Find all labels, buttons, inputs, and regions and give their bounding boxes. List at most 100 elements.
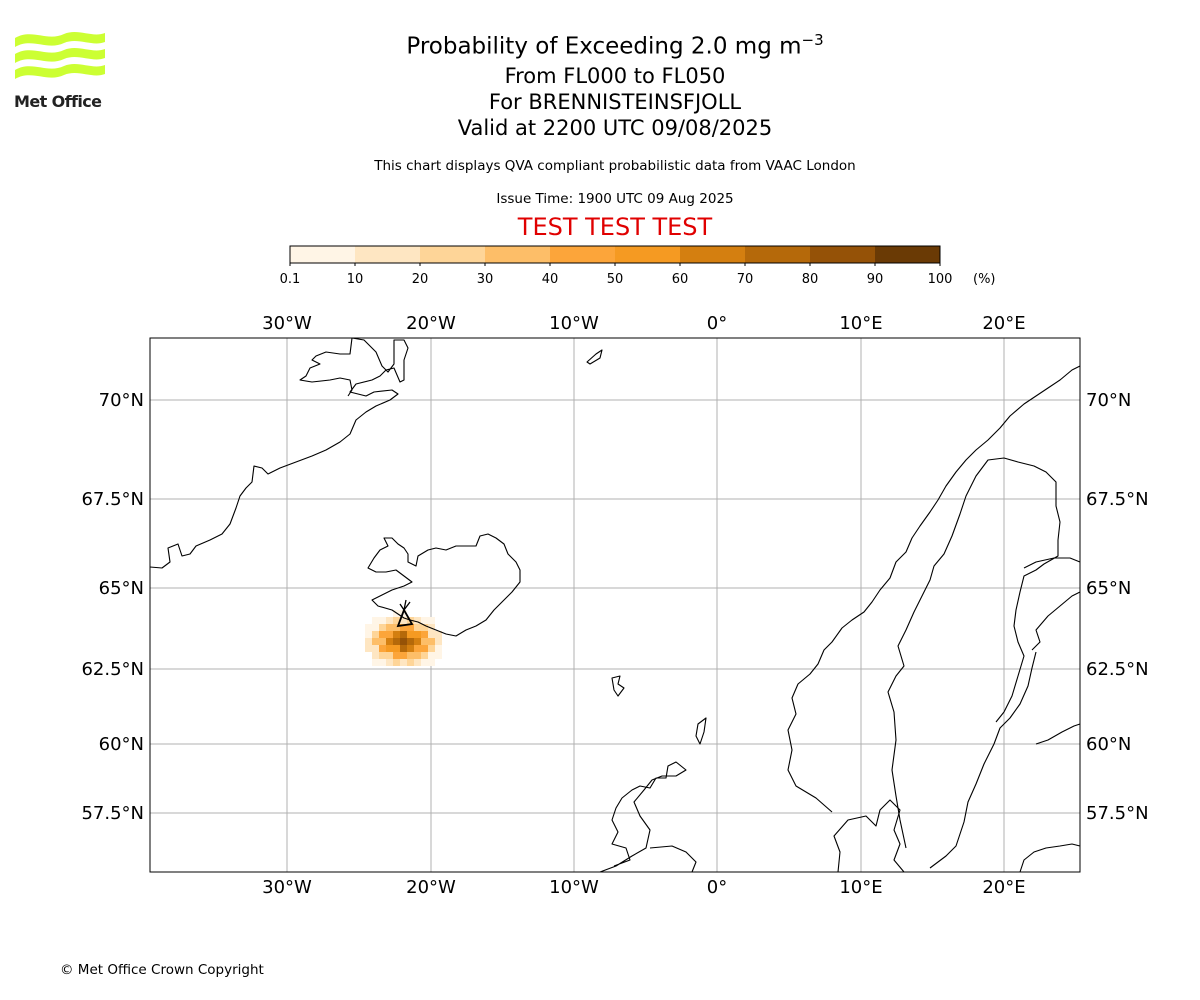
iceland-coast [367, 533, 521, 637]
probability-cell [414, 617, 421, 624]
lat-label-right: 60°N [1086, 734, 1131, 755]
probability-cell [393, 652, 400, 659]
probability-cell [428, 659, 435, 666]
shetland-coast [695, 717, 707, 745]
probability-cell [400, 659, 407, 666]
lon-label-bottom: 30°W [262, 877, 312, 898]
logo-text: Met Office [14, 92, 102, 111]
probability-cell [400, 638, 407, 645]
colorbar-segment [615, 246, 681, 263]
volcano-name: For BRENNISTEINSFJOLL [488, 89, 742, 114]
triangle-icon [396, 607, 414, 628]
colorbar-tick-label: 0.1 [280, 272, 301, 287]
finland-lake-border [1023, 557, 1081, 569]
faroe-islands-coast [611, 675, 625, 697]
lon-label-top: 20°E [982, 313, 1025, 334]
lat-label-right: 62.5°N [1086, 659, 1149, 680]
probability-cell [386, 631, 393, 638]
probability-cell [379, 631, 386, 638]
probability-cell [379, 638, 386, 645]
probability-cell [421, 624, 428, 631]
colorbar-tick-label: 10 [347, 272, 364, 287]
probability-cell [372, 659, 379, 666]
probability-cell [372, 638, 379, 645]
met-office-logo-icon [15, 32, 105, 79]
probability-cell [393, 638, 400, 645]
map: 30°W 30°W 20°W 20°W 10°W 10°W 0° 0° 10°E 10°E 20°E… [81, 313, 1149, 898]
probability-cell [421, 645, 428, 652]
chart-title: Probability of Exceeding 2.0 mg m−3 [406, 31, 824, 60]
probability-cell [386, 624, 393, 631]
probability-cell [414, 631, 421, 638]
probability-cell [400, 624, 407, 631]
probability-cell [393, 631, 400, 638]
colorbar-segment [485, 246, 551, 263]
probability-cell [428, 638, 435, 645]
probability-cell [400, 631, 407, 638]
probability-cell [393, 617, 400, 624]
probability-cell [365, 631, 372, 638]
probability-cell [414, 624, 421, 631]
valid-time: Valid at 2200 UTC 09/08/2025 [457, 115, 773, 140]
probability-cell [400, 617, 407, 624]
probability-cell [379, 659, 386, 666]
colorbar-unit: (%) [973, 272, 996, 287]
probability-cell [421, 638, 428, 645]
probability-cell [386, 645, 393, 652]
probability-cell [428, 617, 435, 624]
colorbar-tick-label: 60 [672, 272, 689, 287]
probability-cell [400, 652, 407, 659]
finland-coast-south [1035, 723, 1081, 745]
probability-cell [386, 638, 393, 645]
probability-cell [379, 624, 386, 631]
probability-cell [400, 645, 407, 652]
probability-cell [379, 652, 386, 659]
probability-cell [414, 659, 421, 666]
probability-cell [414, 638, 421, 645]
lon-label-bottom: 10°W [549, 877, 599, 898]
probability-cell [393, 645, 400, 652]
lon-label-top: 30°W [262, 313, 312, 334]
probability-cell [435, 638, 442, 645]
lat-label-left: 67.5°N [81, 489, 144, 510]
probability-cell [386, 652, 393, 659]
colorbar-tick-label: 90 [867, 272, 884, 287]
colorbar-segment [420, 246, 486, 263]
colorbar-tick-label: 100 [928, 272, 953, 287]
test-banner: TEST TEST TEST [517, 213, 713, 241]
probability-cell [407, 624, 414, 631]
map-frame [149, 337, 1081, 873]
probability-cell [421, 659, 428, 666]
lon-label-bottom: 0° [707, 877, 727, 898]
issue-time: Issue Time: 1900 UTC 09 Aug 2025 [496, 191, 734, 207]
lat-label-left: 60°N [99, 734, 144, 755]
volcano-marker [396, 599, 414, 628]
probability-cell [428, 624, 435, 631]
lat-label-right: 65°N [1086, 578, 1131, 599]
probability-cell [372, 624, 379, 631]
probability-cell [435, 631, 442, 638]
colorbar-tick-label: 80 [802, 272, 819, 287]
probability-cell [414, 645, 421, 652]
probability-cell [421, 652, 428, 659]
probability-cell [379, 645, 386, 652]
probability-cell [407, 652, 414, 659]
jan-mayen-coast [586, 349, 603, 365]
copyright: © Met Office Crown Copyright [60, 962, 264, 978]
probability-cell [386, 659, 393, 666]
probability-cell [428, 645, 435, 652]
probability-cell [407, 659, 414, 666]
colorbar-segment [810, 246, 876, 263]
colorbar-segment [550, 246, 616, 263]
scotland-coast [599, 761, 687, 873]
scandinavia-coast [833, 799, 905, 873]
colorbar-tick-label: 20 [412, 272, 429, 287]
probability-cell [372, 631, 379, 638]
greenland-coast [149, 337, 409, 569]
lat-label-left: 62.5°N [81, 659, 144, 680]
lon-label-top: 0° [707, 313, 727, 334]
colorbar-segment [355, 246, 421, 263]
lat-label-left: 57.5°N [81, 803, 144, 824]
lon-label-top: 10°E [839, 313, 882, 334]
lon-label-bottom: 20°E [982, 877, 1025, 898]
